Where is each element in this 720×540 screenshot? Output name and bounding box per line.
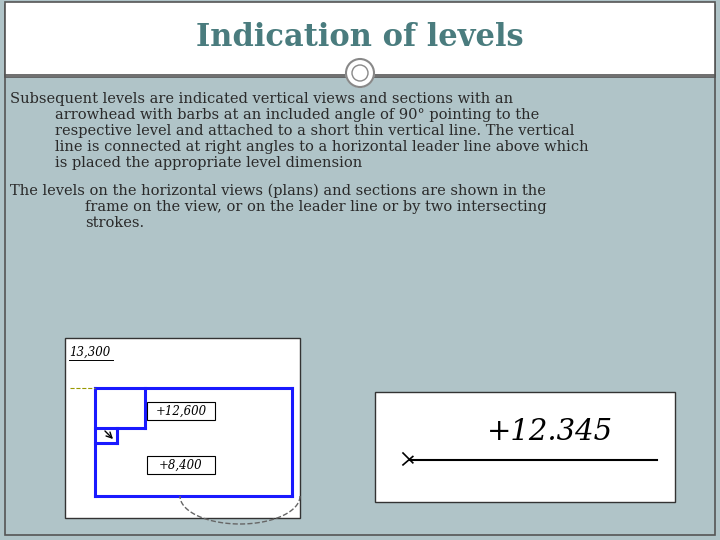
Text: Indication of levels: Indication of levels	[196, 23, 524, 53]
Text: 13,300: 13,300	[69, 346, 110, 359]
Text: Subsequent levels are indicated vertical views and sections with an: Subsequent levels are indicated vertical…	[10, 92, 513, 106]
Text: strokes.: strokes.	[85, 216, 144, 230]
Text: +8,400: +8,400	[159, 458, 203, 471]
Text: respective level and attached to a short thin vertical line. The vertical: respective level and attached to a short…	[55, 124, 575, 138]
Text: frame on the view, or on the leader line or by two intersecting: frame on the view, or on the leader line…	[85, 200, 546, 214]
FancyBboxPatch shape	[5, 5, 715, 535]
Text: is placed the appropriate level dimension: is placed the appropriate level dimensio…	[55, 156, 362, 170]
Text: +12,600: +12,600	[156, 404, 207, 417]
Text: line is connected at right angles to a horizontal leader line above which: line is connected at right angles to a h…	[55, 140, 589, 154]
FancyBboxPatch shape	[375, 392, 675, 502]
FancyBboxPatch shape	[147, 402, 215, 420]
Text: arrowhead with barbs at an included angle of 90° pointing to the: arrowhead with barbs at an included angl…	[55, 108, 539, 122]
FancyBboxPatch shape	[5, 2, 715, 77]
Text: The levels on the horizontal views (plans) and sections are shown in the: The levels on the horizontal views (plan…	[10, 184, 546, 198]
FancyBboxPatch shape	[147, 456, 215, 474]
Circle shape	[346, 59, 374, 87]
FancyBboxPatch shape	[65, 338, 300, 518]
Text: +12.345: +12.345	[487, 418, 613, 446]
